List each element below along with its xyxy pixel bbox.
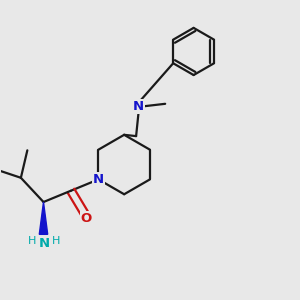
Text: N: N: [39, 237, 50, 250]
Polygon shape: [39, 202, 48, 234]
Text: N: N: [93, 173, 104, 186]
Text: N: N: [133, 100, 144, 113]
Text: O: O: [80, 212, 92, 225]
Text: H: H: [28, 236, 36, 246]
Text: H: H: [52, 236, 61, 246]
